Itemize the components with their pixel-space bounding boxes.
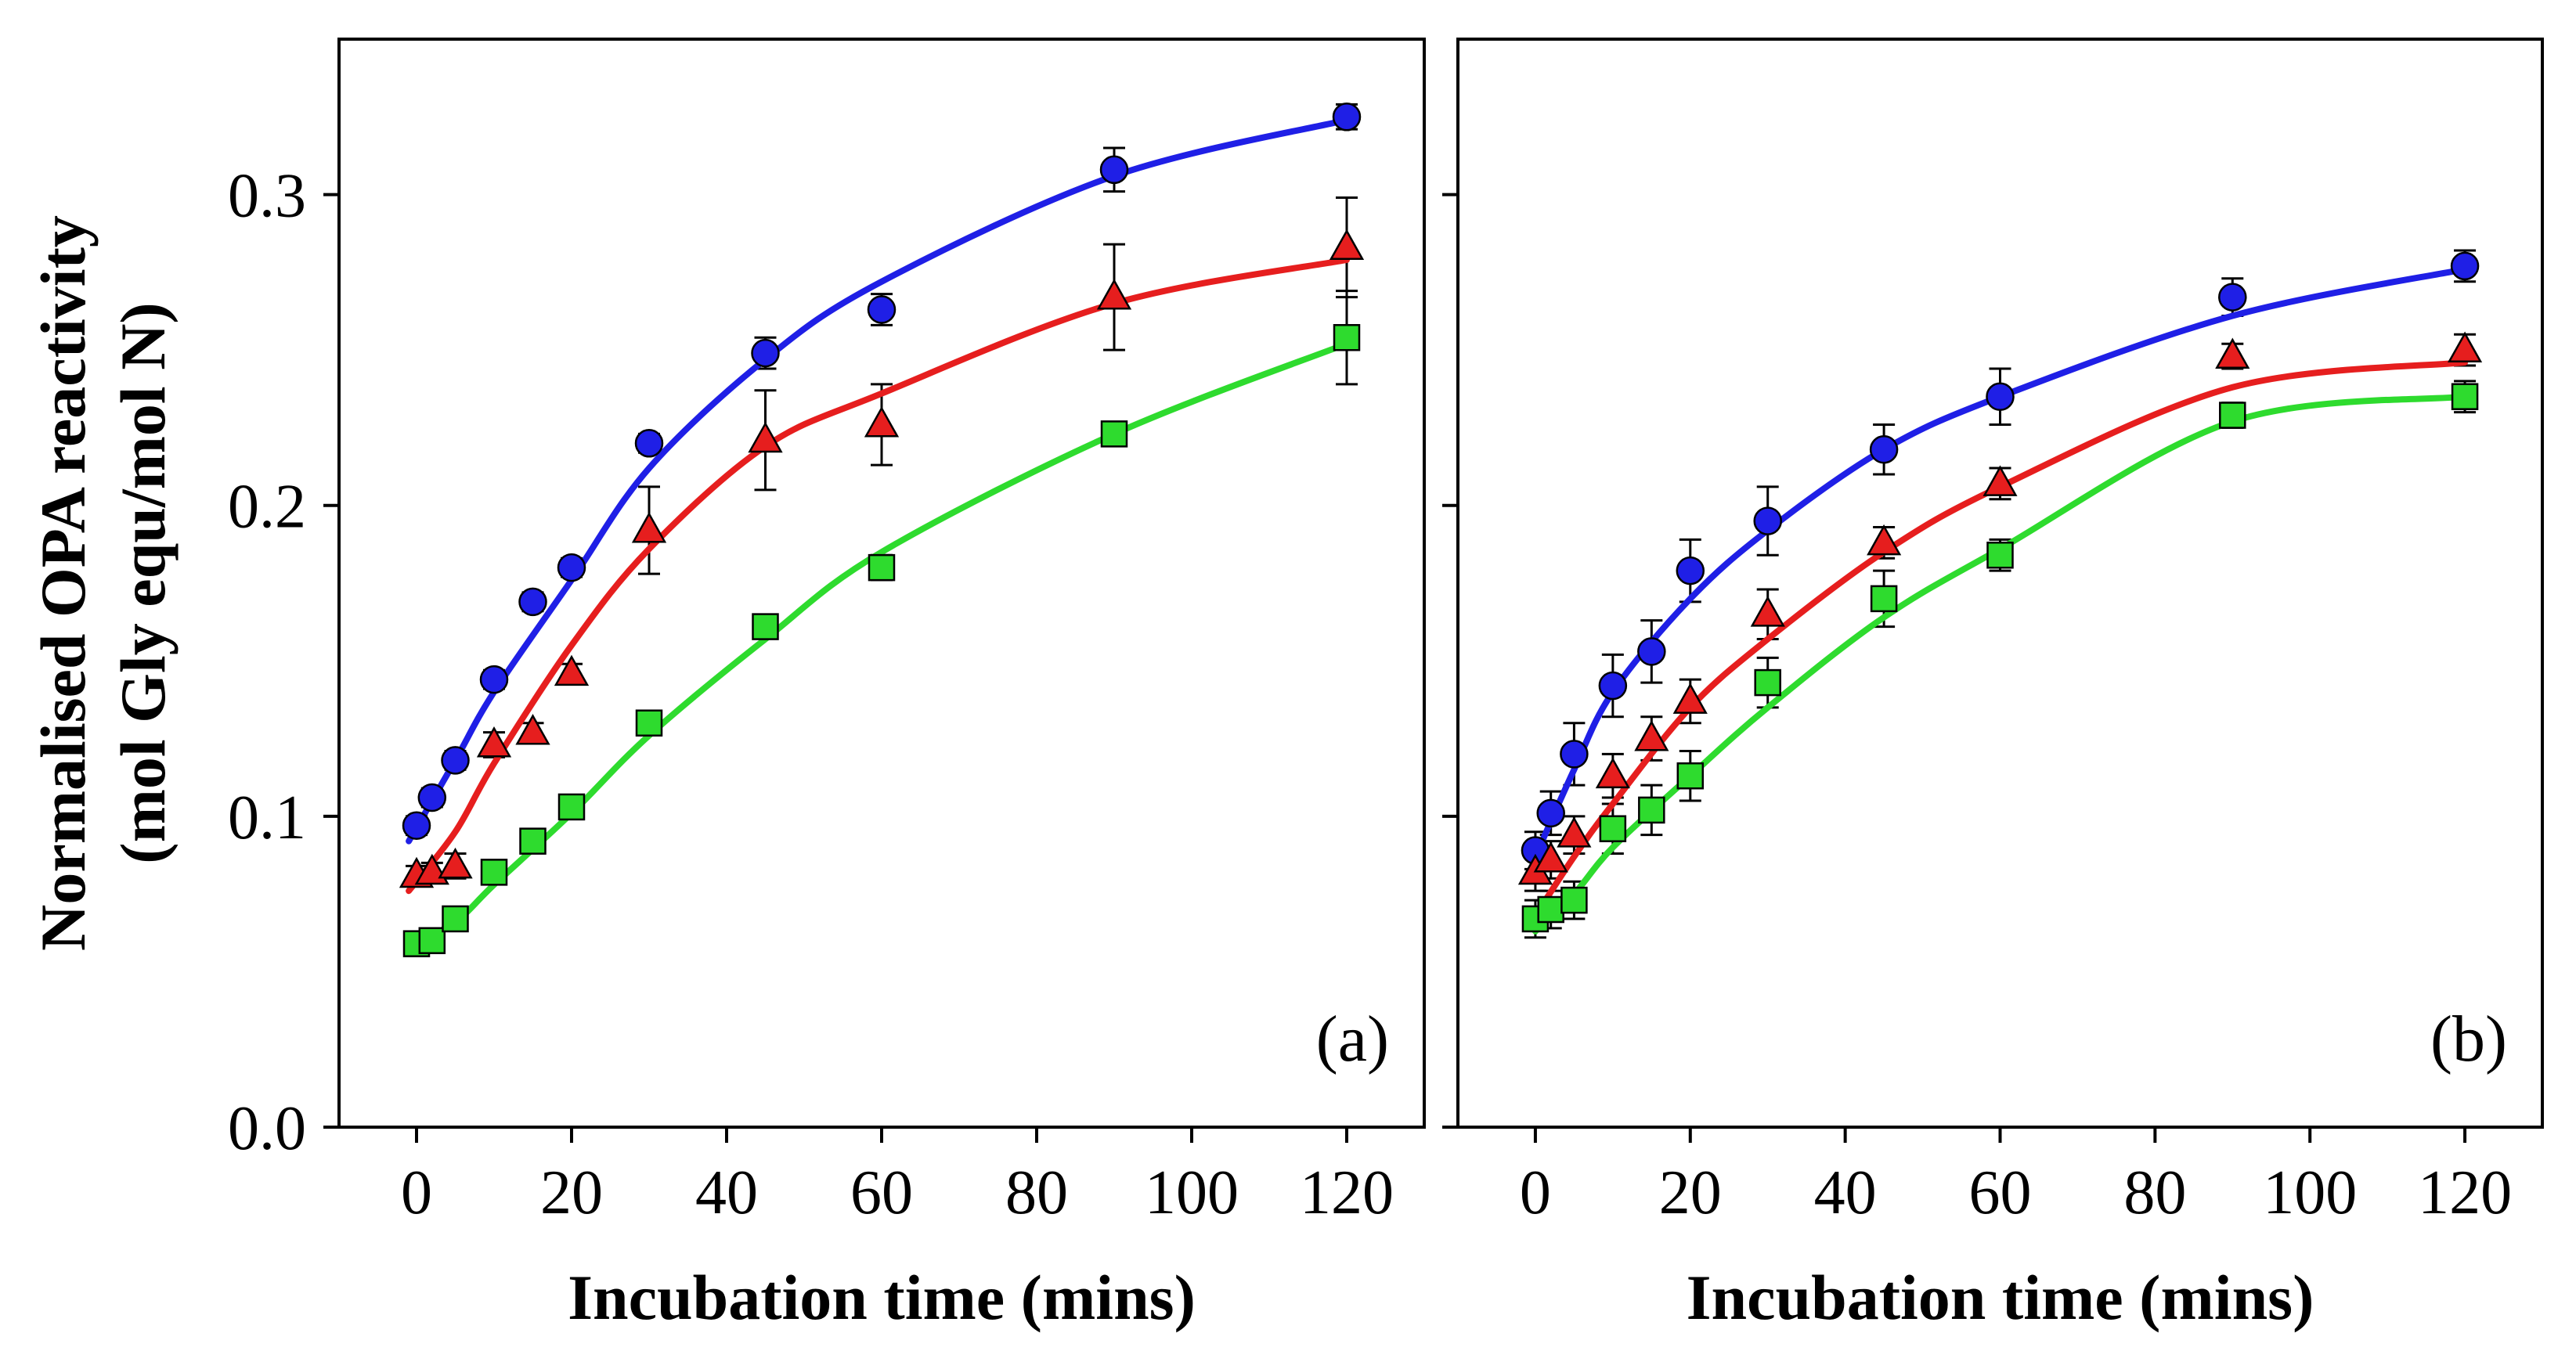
plot-frame [1456,38,2544,1129]
data-point-triangle [515,714,550,745]
data-point-circle [2218,283,2247,312]
data-point-triangle [1329,229,1365,261]
data-point-circle [1536,798,1565,828]
data-point-triangle [476,726,512,758]
data-point-triangle [1867,524,1902,556]
y-tick-label: 0.1 [228,784,306,852]
data-point-circle [402,811,431,841]
data-point-circle [518,587,547,617]
panel-a: 0 20 40 60 80 100 120 0.0 0.1 0.2 0.3 Incubation ti… [228,38,1426,1333]
data-point-circle [441,746,470,775]
data-point-square [1560,886,1588,914]
data-point-triangle [1983,465,2018,496]
data-point-square [635,709,663,737]
data-point-triangle [1634,720,1669,751]
data-point-circle [557,553,586,582]
data-point-square [1676,762,1705,790]
y-tick-label: 0.2 [228,473,306,542]
data-point-circle [417,783,447,812]
data-point-square [1638,796,1665,824]
fit-line [1532,359,2469,919]
y-axis-title-line2-text: (mol Gly equ/mol N) [107,302,179,863]
data-point-triangle [2447,331,2483,363]
data-point-square [1870,585,1898,613]
x-tick-label: 20 [1659,1158,1722,1227]
data-point-triangle [438,847,473,879]
x-tick-label: 120 [1300,1158,1394,1227]
data-point-circle [1598,671,1628,701]
data-point-triangle [2215,337,2250,369]
y-axis-title-line2: (mol Gly equ/mol N) [107,302,179,863]
plot-frame [337,38,1426,1129]
panel-label: (a) [1316,1003,1389,1075]
data-point-triangle [1557,816,1592,848]
y-axis-title: Normalised OPA reactivity [27,215,99,951]
data-point-triangle [748,421,783,453]
fit-line [406,117,1350,845]
data-point-circle [1753,506,1782,535]
data-point-square [519,827,547,855]
panel-label: (b) [2430,1003,2507,1075]
data-point-square [557,793,586,821]
data-point-circle [867,295,897,324]
data-point-circle [1676,556,1705,585]
data-point-triangle [1595,757,1630,789]
data-point-triangle [864,405,900,438]
fit-line [1532,265,2469,860]
data-point-square [1754,668,1781,697]
data-point-circle [1560,740,1589,769]
data-point-square [1333,324,1361,351]
x-tick-label: 60 [1969,1158,2032,1227]
x-tick-label: 80 [2123,1158,2186,1227]
data-point-circle [1986,382,2015,411]
data-point-triangle [631,511,667,543]
x-tick-label: 0 [1520,1158,1551,1227]
data-point-circle [479,665,509,694]
data-point-square [1100,420,1128,448]
x-axis-title: Incubation time (mins) [1687,1262,2314,1333]
data-point-circle [2450,251,2480,281]
x-tick-label: 0 [401,1158,432,1227]
x-tick-label: 20 [540,1158,603,1227]
y-tick-label: 0.0 [228,1094,306,1163]
y-axis-title-line1: Normalised OPA reactivity [27,215,99,951]
data-point-square [752,613,779,640]
data-point-triangle [1750,596,1785,627]
data-point-square [1599,815,1627,842]
data-point-square [1537,895,1564,924]
data-point-triangle [1533,841,1568,873]
data-point-circle [1637,637,1666,666]
data-point-square [1986,542,2014,569]
data-point-triangle [1672,683,1708,714]
data-point-square [868,553,896,582]
x-tick-label: 60 [850,1158,913,1227]
data-point-circle [1869,434,1899,464]
data-point-triangle [554,654,590,686]
x-tick-label: 40 [695,1158,758,1227]
data-point-square [2451,383,2479,410]
data-point-square [480,859,508,886]
data-point-circle [1332,103,1362,131]
data-point-square [442,905,469,933]
y-tick-label: 0.3 [228,162,306,231]
x-tick-label: 80 [1005,1158,1068,1227]
x-tick-label: 40 [1814,1158,1877,1227]
x-tick-label: 100 [1145,1158,1239,1227]
data-point-square [418,927,446,954]
x-tick-label: 100 [2263,1158,2357,1227]
x-axis-title: Incubation time (mins) [568,1262,1196,1333]
data-point-circle [751,338,780,368]
panel-b: 0 20 40 60 80 100 120 Incubation time (mins) (b) [1442,38,2544,1333]
data-point-triangle [1096,279,1132,310]
data-point-circle [1099,155,1129,185]
data-point-circle [634,429,664,458]
x-tick-label: 120 [2418,1158,2512,1227]
data-point-square [2219,402,2246,429]
